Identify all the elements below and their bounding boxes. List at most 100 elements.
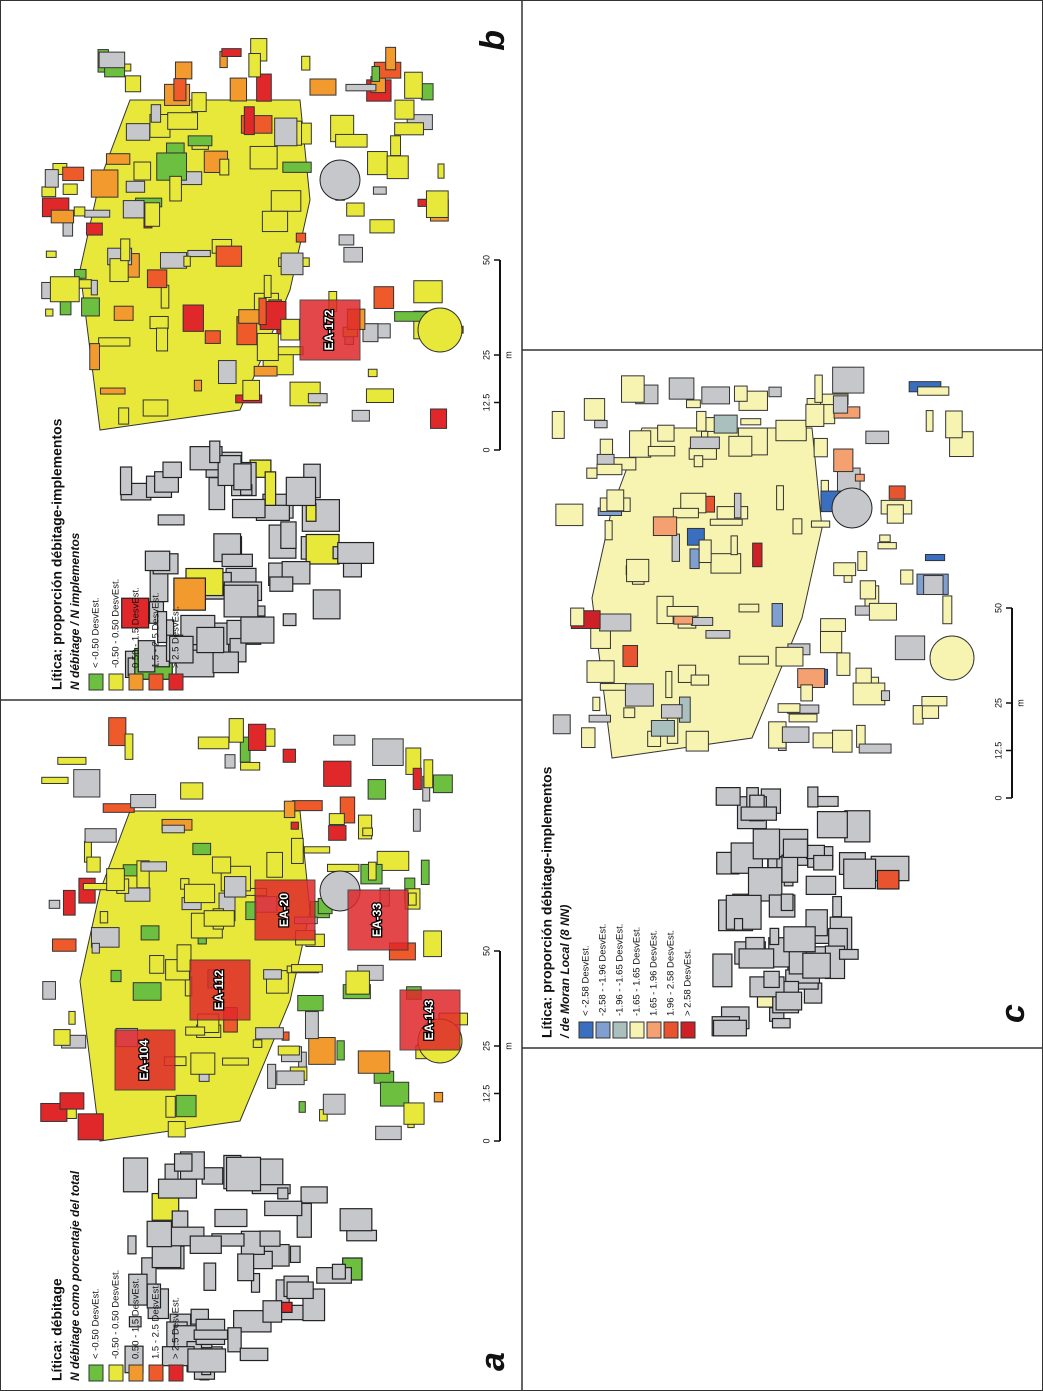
map-block [322,1093,346,1115]
map-block [371,65,381,82]
map-block [110,969,122,983]
map-block [738,655,769,665]
map-block [420,83,434,101]
map-block [552,714,571,735]
map-block [283,800,296,819]
map-block [733,385,748,402]
map-block [629,430,652,458]
map-block [240,616,275,644]
map-block [90,279,98,296]
map-block [710,553,742,574]
map-block [62,889,76,916]
map-block [149,955,165,974]
map-block [248,53,261,78]
map-block [49,276,80,303]
map-block [73,206,86,217]
map-block [291,837,304,864]
legend-swatch [646,1021,662,1039]
map-block [581,727,596,749]
map-block [196,626,225,654]
map-block [282,613,297,627]
legend-label: > 2.5 DesvEst. [171,606,182,668]
map-block [650,720,675,737]
map-block [879,534,891,543]
map-block [596,463,623,476]
map-block [665,670,673,699]
map-block [716,506,749,520]
map-block [819,630,843,654]
map-block [185,1026,206,1036]
map-block [173,78,187,102]
map-block [433,1091,444,1103]
map-block [300,1186,328,1204]
map-block [305,503,317,522]
map-block [90,927,120,948]
map-block [592,696,601,712]
map-block [351,409,370,422]
map-block [81,297,100,317]
map-block [876,869,900,890]
map-block [215,245,243,267]
legend-swatch [663,1021,679,1039]
map-block [671,533,680,562]
map-block [373,286,395,309]
map-block [127,1235,137,1255]
map-block [233,463,252,491]
map-block [945,410,963,439]
map-block [182,304,204,332]
map-structure [831,487,873,529]
map-block [660,704,683,719]
map-block [586,467,598,479]
map-block [777,703,801,713]
map-block [888,485,906,500]
map-block [346,202,365,217]
map-block [362,827,373,837]
scale-label: 12.5 [481,1085,491,1103]
map-block [432,774,453,794]
map-block [604,520,613,541]
labeled-area [254,879,316,941]
map-block [690,674,710,686]
map-block [183,255,191,267]
map-block [570,607,585,627]
map-block [693,455,704,468]
map-block [130,793,157,809]
map-block [357,1050,391,1074]
map-block [42,981,56,1000]
map-block [190,1052,216,1075]
area-label: EA-172 [322,309,336,350]
map-block [386,155,409,180]
map-block [57,756,87,765]
map-block [280,318,300,341]
map-block [118,407,130,425]
legend-swatch [88,1364,104,1382]
map-block [124,75,142,93]
map-block [309,78,337,96]
map-block [144,202,161,227]
map-block [193,1329,229,1340]
legend-label: 1.5 - 2.5 DesvEst. [151,592,162,668]
map-block [269,576,294,592]
scale-label: 12.5 [993,742,1003,760]
map-block [775,419,807,442]
map-block [375,1125,402,1141]
map-block [733,917,744,931]
map-block [50,209,75,224]
scale-label: 0 [481,447,491,452]
map-block [346,1229,378,1242]
map-block [225,1156,262,1192]
labeled-area [114,1029,176,1091]
scale-unit: m [503,351,513,359]
map-block [335,133,368,148]
map-block [45,308,54,317]
map-block [144,550,171,572]
map-block [836,652,851,676]
map-block [140,925,160,941]
map-block [740,806,777,821]
map-block [813,437,828,458]
map-block [222,1057,249,1066]
map-block [437,163,445,179]
map-block [594,419,608,429]
scale-label: 0 [993,795,1003,800]
